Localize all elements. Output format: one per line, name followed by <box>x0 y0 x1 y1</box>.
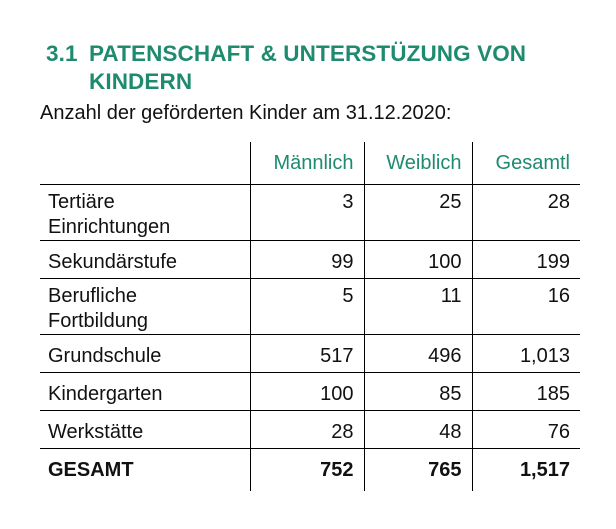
table-row: Kindergarten 100 85 185 <box>40 372 580 411</box>
table-header-row: Männlich Weiblich Gesamtl <box>40 142 580 185</box>
row-label: Berufliche Fortbildung <box>40 278 251 335</box>
children-stats-table: Männlich Weiblich Gesamtl Tertiäre Einri… <box>40 142 580 491</box>
female-count: 25 <box>363 184 473 241</box>
table-row: Tertiäre Einrichtungen 3 25 28 <box>40 184 580 241</box>
section-title-line-2: KINDERN <box>89 69 193 94</box>
row-label: Kindergarten <box>40 372 251 411</box>
column-header-female: Weiblich <box>363 142 473 185</box>
female-total: 765 <box>363 448 473 491</box>
grand-total: 1,517 <box>471 448 580 491</box>
male-count: 99 <box>249 240 365 279</box>
row-label: Sekundärstufe <box>40 240 251 279</box>
male-total: 752 <box>249 448 365 491</box>
total-count: 185 <box>471 372 580 411</box>
female-count: 496 <box>363 334 473 373</box>
total-count: 1,013 <box>471 334 580 373</box>
female-count: 11 <box>363 278 473 335</box>
section-title-line-1: PATENSCHAFT & UNTERSTÜZUNG VON <box>89 41 527 66</box>
row-label: Grundschule <box>40 334 251 373</box>
male-count: 5 <box>249 278 365 335</box>
total-count: 199 <box>471 240 580 279</box>
female-count: 85 <box>363 372 473 411</box>
table-row: Werkstätte 28 48 76 <box>40 410 580 449</box>
column-header-male: Männlich <box>249 142 365 185</box>
female-count: 100 <box>363 240 473 279</box>
column-header-total: Gesamtl <box>471 142 580 185</box>
column-header-category <box>40 142 251 185</box>
total-count: 16 <box>471 278 580 335</box>
table-total-row: GESAMT 752 765 1,517 <box>40 448 580 491</box>
table-row: Berufliche Fortbildung 5 11 16 <box>40 278 580 335</box>
male-count: 28 <box>249 410 365 449</box>
row-label: Werkstätte <box>40 410 251 449</box>
table-row: Sekundärstufe 99 100 199 <box>40 240 580 279</box>
total-count: 28 <box>471 184 580 241</box>
male-count: 517 <box>249 334 365 373</box>
section-number: 3.1 <box>46 41 78 66</box>
male-count: 3 <box>249 184 365 241</box>
table-row: Grundschule 517 496 1,013 <box>40 334 580 373</box>
total-label: GESAMT <box>40 448 251 491</box>
total-count: 76 <box>471 410 580 449</box>
male-count: 100 <box>249 372 365 411</box>
table-caption: Anzahl der geförderten Kinder am 31.12.2… <box>40 102 452 124</box>
female-count: 48 <box>363 410 473 449</box>
row-label: Tertiäre Einrichtungen <box>40 184 251 241</box>
